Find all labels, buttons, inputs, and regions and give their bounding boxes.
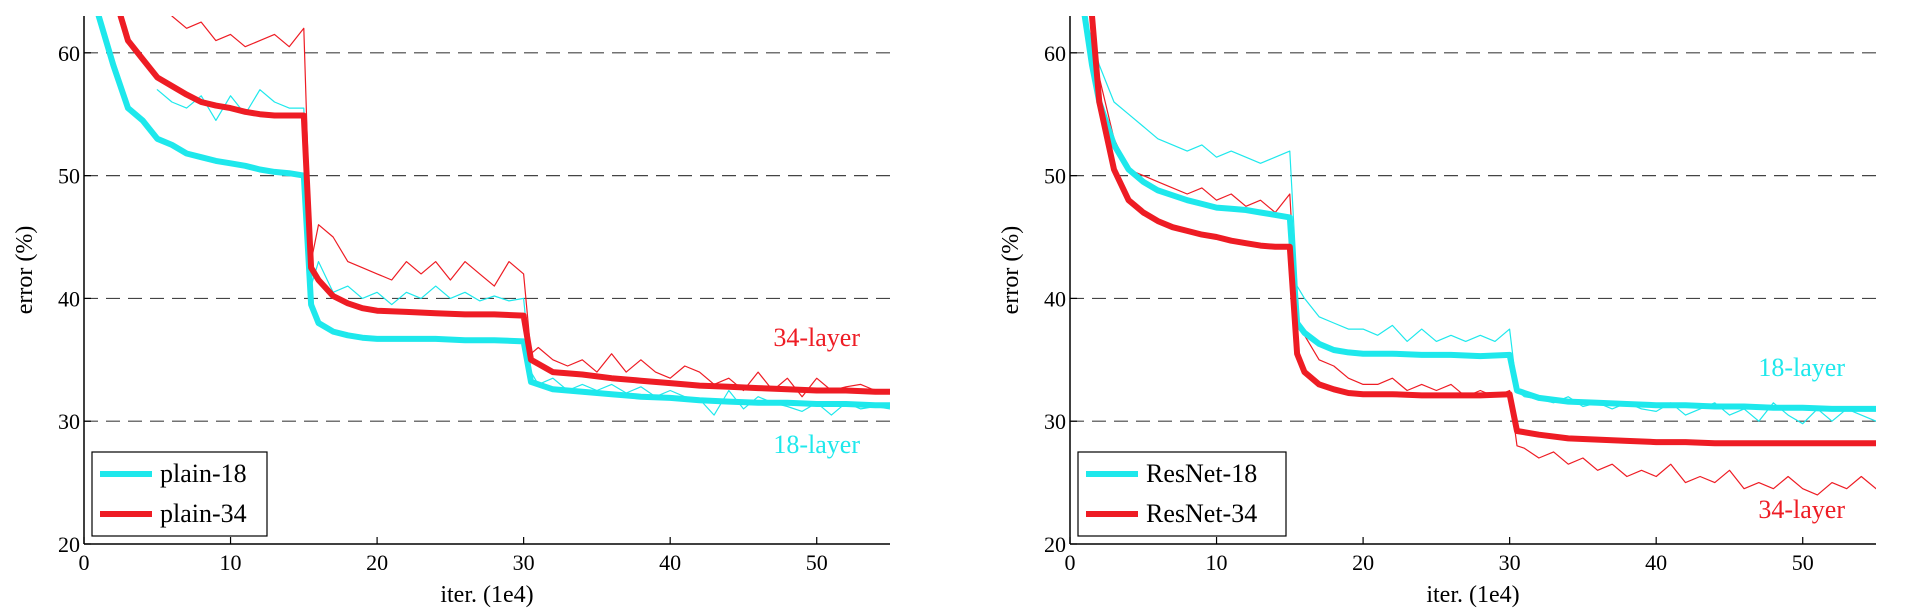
y-axis-label: error (%) [998, 226, 1024, 315]
legend-label: plain-18 [160, 459, 247, 488]
annotation-label: 18-layer [773, 430, 860, 459]
annotation-label: 34-layer [1758, 495, 1845, 524]
x-tick-label: 0 [1065, 550, 1076, 575]
y-tick-label: 50 [1044, 164, 1066, 189]
series-line-resnet-18-thin [1084, 16, 1876, 425]
chart-panel-1: 0 10 20 30 40 50 20 30 40 50 60 iter. (1e4) error (%… [12, 16, 890, 608]
legend-label: ResNet-34 [1146, 499, 1257, 528]
legend-box [91, 451, 268, 537]
legend-label: plain-34 [160, 499, 247, 528]
y-tick-label: 60 [1044, 41, 1066, 66]
y-tick-label: 20 [58, 532, 80, 557]
x-tick-label: 20 [1352, 550, 1374, 575]
plot-area [95, 16, 890, 416]
y-tick-label: 30 [1044, 409, 1066, 434]
y-tick-label: 20 [1044, 532, 1066, 557]
x-tick-label: 50 [806, 550, 828, 575]
series-line-plain-18 [95, 16, 890, 409]
y-tick-label: 30 [58, 409, 80, 434]
x-tick-label: 40 [659, 550, 681, 575]
x-tick-label: 10 [1206, 550, 1228, 575]
x-tick-label: 40 [1645, 550, 1667, 575]
y-axis-label: error (%) [12, 226, 38, 315]
x-axis-label: iter. (1e4) [440, 582, 533, 608]
x-tick-label: 10 [220, 550, 242, 575]
series-line-plain-18-thin [156, 89, 890, 416]
series-line-plain-34 [117, 16, 890, 395]
x-tick-label: 20 [366, 550, 388, 575]
x-tick-label: 0 [79, 550, 90, 575]
x-tick-label: 30 [1499, 550, 1521, 575]
series-line-resnet-18 [1081, 16, 1876, 412]
x-axis-label: iter. (1e4) [1426, 582, 1519, 608]
annotation-label: 34-layer [773, 323, 860, 352]
y-tick-label: 40 [1044, 286, 1066, 311]
series-line-resnet-34-thin [1091, 16, 1876, 496]
legend-box [1077, 451, 1287, 537]
series-line-plain-34-thin [171, 16, 890, 398]
x-tick-label: 30 [513, 550, 535, 575]
y-tick-label: 50 [58, 164, 80, 189]
legend-label: ResNet-18 [1146, 459, 1257, 488]
y-tick-label: 40 [58, 286, 80, 311]
plot-area [1081, 16, 1876, 496]
y-tick-label: 60 [58, 41, 80, 66]
annotation-label: 18-layer [1758, 353, 1845, 382]
x-tick-label: 50 [1792, 550, 1814, 575]
series-line-resnet-34 [1089, 16, 1876, 447]
chart-panel-2: 0 10 20 30 40 50 20 30 40 50 60 iter. (1e4) error (%… [998, 16, 1876, 608]
